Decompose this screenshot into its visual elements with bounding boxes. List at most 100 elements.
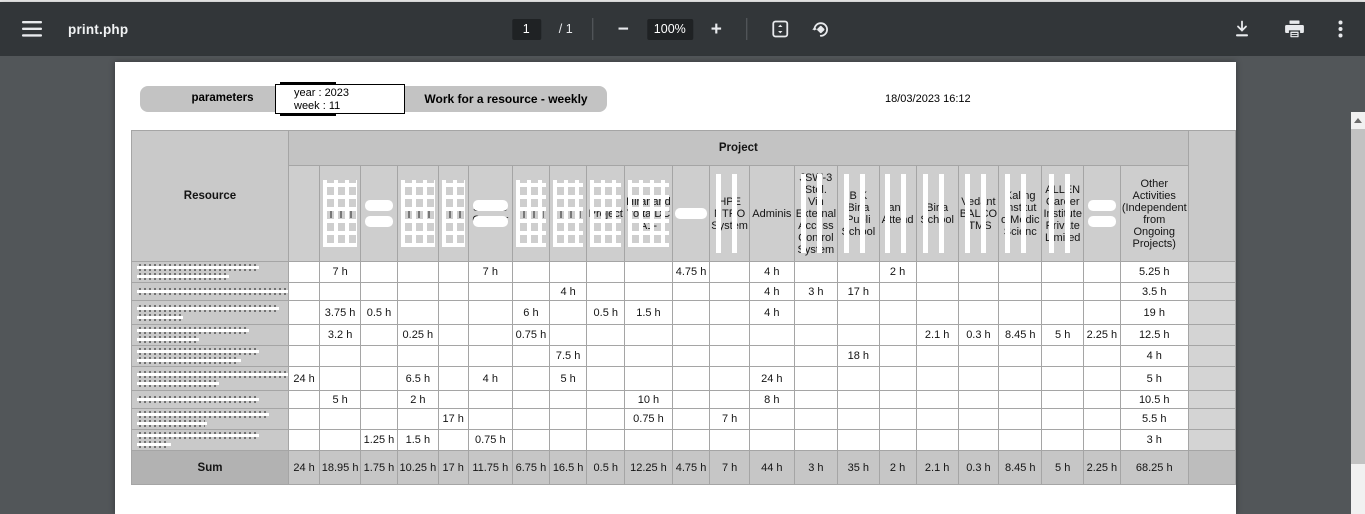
sum-value-cell: 1.75 h <box>360 450 398 485</box>
hours-cell <box>467 408 513 430</box>
redacted-text-remnant <box>325 209 356 218</box>
rotate-icon[interactable] <box>807 16 834 43</box>
hours-cell <box>998 366 1043 391</box>
hours-cell <box>624 345 673 367</box>
download-icon[interactable] <box>1229 16 1255 42</box>
hours-cell: 1.5 h <box>624 300 673 325</box>
hours-cell: 4.75 h <box>671 261 711 283</box>
print-icon[interactable] <box>1281 16 1308 42</box>
hours-cell: 3 h <box>1119 429 1189 451</box>
hours-cell <box>396 261 439 283</box>
hours-cell <box>793 261 839 283</box>
hours-cell <box>287 300 321 325</box>
redacted-resource-name <box>137 327 249 334</box>
project-column-header: Sterlite Copper <box>467 165 513 262</box>
hours-cell <box>957 390 1000 409</box>
scrollbar-thumb[interactable] <box>1351 129 1365 464</box>
redacted-resource-name <box>137 357 241 364</box>
more-options-icon[interactable] <box>1334 16 1347 42</box>
sum-label-cell: Sum <box>131 450 289 485</box>
project-column-header <box>287 165 321 262</box>
hours-cell <box>586 390 626 409</box>
hours-cell <box>467 390 513 409</box>
hours-cell: 0.75 h <box>511 324 550 346</box>
hours-cell: 5 h <box>548 366 588 391</box>
project-column-header <box>437 165 469 262</box>
hours-cell <box>709 429 750 451</box>
hours-cell <box>437 429 469 451</box>
scroll-up-icon[interactable] <box>1351 112 1365 128</box>
hours-cell <box>548 324 588 346</box>
project-column-header: and Attend <box>878 165 917 262</box>
project-column-label: Hiranand Yotta DC A1- <box>626 195 671 232</box>
hours-cell <box>671 300 711 325</box>
project-column-label: Birla School <box>920 201 954 226</box>
hours-cell <box>957 408 1000 430</box>
hours-cell <box>287 429 321 451</box>
sum-value-cell: 35 h <box>837 450 880 485</box>
hours-cell: 5 h <box>1119 366 1189 391</box>
project-column-header <box>671 165 711 262</box>
hours-cell <box>287 390 321 409</box>
hours-cell <box>1082 429 1121 451</box>
hours-cell <box>511 366 550 391</box>
parameter-week: week : 11 <box>294 100 341 112</box>
hours-cell <box>793 345 839 367</box>
redacted-text-remnant <box>517 209 544 218</box>
resource-column-header: Resource <box>131 130 289 262</box>
redacted-resource-name <box>137 273 229 280</box>
hours-cell <box>709 390 750 409</box>
hours-cell <box>624 366 673 391</box>
hours-cell <box>586 282 626 301</box>
hours-cell <box>998 390 1043 409</box>
hours-cell: 24 h <box>287 366 321 391</box>
page-number-input[interactable] <box>511 18 541 40</box>
menu-icon[interactable] <box>18 17 46 41</box>
hours-cell <box>624 429 673 451</box>
filler-cell <box>1187 450 1237 485</box>
vertical-scrollbar[interactable] <box>1351 112 1365 514</box>
hours-cell <box>915 300 959 325</box>
hours-cell <box>837 408 880 430</box>
hours-cell <box>998 300 1043 325</box>
print-timestamp: 18/03/2023 16:12 <box>885 93 971 105</box>
hours-cell <box>360 261 398 283</box>
hours-cell: 2.25 h <box>1082 324 1121 346</box>
hours-cell: 0.3 h <box>957 324 1000 346</box>
hours-cell <box>511 282 550 301</box>
sum-value-cell: 2 h <box>878 450 917 485</box>
hours-cell <box>548 429 588 451</box>
zoom-in-button[interactable]: + <box>707 16 726 43</box>
zoom-out-button[interactable]: − <box>614 16 633 43</box>
hours-cell: 6.5 h <box>396 366 439 391</box>
hours-cell <box>915 366 959 391</box>
redacted-resource-name <box>137 396 259 403</box>
project-column-label: Vedant BALCO ITMS <box>959 195 998 232</box>
project-column-header: Project <box>586 165 626 262</box>
hours-cell <box>837 390 880 409</box>
hours-cell: 8 h <box>748 390 795 409</box>
redacted-resource-name <box>137 420 207 427</box>
toolbar-divider <box>592 18 594 40</box>
fit-to-page-icon[interactable] <box>767 16 793 42</box>
hours-cell <box>837 261 880 283</box>
hours-cell: 4 h <box>748 282 795 301</box>
hours-cell: 17 h <box>837 282 880 301</box>
hours-cell: 1.5 h <box>396 429 439 451</box>
hours-cell <box>437 390 469 409</box>
hours-cell <box>437 282 469 301</box>
hours-cell <box>878 300 917 325</box>
project-column-label: and Attend <box>881 201 914 226</box>
sum-value-cell: 8.45 h <box>998 450 1043 485</box>
hours-cell <box>586 408 626 430</box>
hours-cell <box>957 261 1000 283</box>
redacted-resource-name <box>137 264 259 271</box>
redacted-text-remnant <box>443 209 463 218</box>
toolbar-divider <box>745 18 747 40</box>
hours-cell <box>998 429 1043 451</box>
hours-cell: 3.75 h <box>319 300 362 325</box>
hours-cell <box>878 366 917 391</box>
filler-cell <box>1187 261 1237 283</box>
hours-cell <box>1041 408 1084 430</box>
hours-cell <box>548 261 588 283</box>
